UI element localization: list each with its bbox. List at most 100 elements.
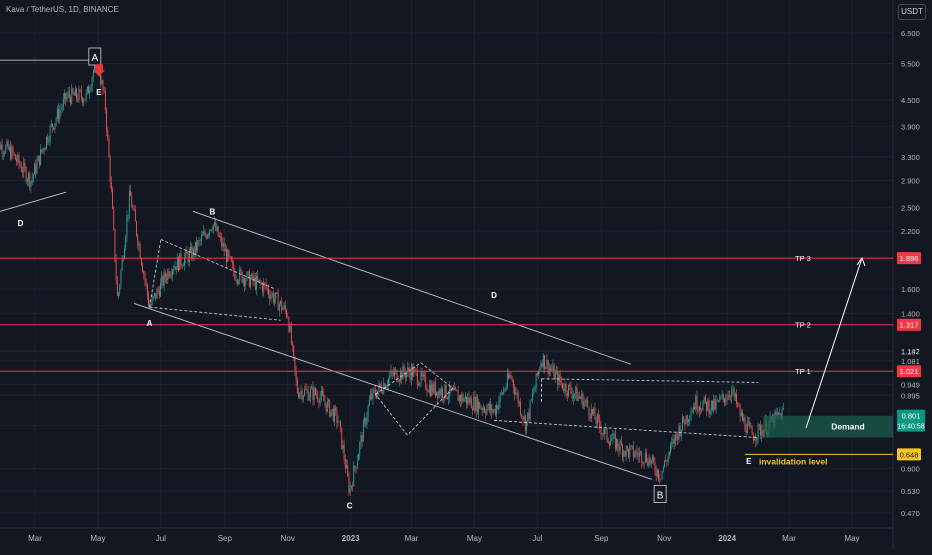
candle-body	[330, 410, 331, 416]
candle-body	[332, 409, 333, 410]
countdown-label: 16:40:58	[897, 424, 924, 431]
candle-body	[630, 446, 631, 447]
candle-body	[656, 471, 657, 476]
candle-body	[576, 387, 577, 401]
candle-body	[141, 258, 142, 264]
candle-body	[675, 434, 676, 444]
candle-body	[178, 257, 179, 270]
candle-body	[262, 284, 263, 292]
candle-body	[746, 430, 747, 434]
candle-body	[190, 247, 191, 251]
candle-body	[173, 270, 174, 271]
candle-body	[312, 387, 313, 400]
candle-body	[354, 466, 355, 468]
candle-body	[246, 273, 247, 281]
candle-body	[521, 414, 522, 417]
candle-body	[33, 174, 34, 177]
candle-body	[168, 271, 169, 277]
candle-body	[552, 365, 553, 370]
candle-body	[755, 439, 756, 441]
candle-body	[514, 388, 515, 395]
currency-button[interactable]: USDT	[898, 4, 926, 20]
candle-body	[507, 374, 508, 386]
candle-body	[3, 153, 4, 154]
candle-body	[546, 360, 547, 367]
candle-body	[165, 273, 166, 279]
candle-body	[202, 235, 203, 236]
candle-body	[404, 366, 405, 373]
candle-body	[687, 416, 688, 422]
candle-body	[177, 257, 178, 270]
candle-body	[705, 397, 706, 402]
candle-body	[81, 91, 82, 98]
candle-body	[496, 405, 497, 414]
candle-body	[744, 418, 745, 430]
candle-body	[24, 163, 25, 168]
candle-body	[83, 100, 84, 103]
target-label: TP 2	[795, 321, 811, 330]
candle-body	[388, 378, 389, 385]
candle-body	[58, 109, 59, 120]
candle-body	[210, 230, 211, 231]
candle-body	[180, 253, 181, 265]
candle-body	[370, 394, 371, 400]
candle-body	[126, 216, 127, 236]
candle-body	[62, 107, 63, 109]
candle-body	[616, 439, 617, 449]
candle-body	[65, 93, 66, 99]
candle-body	[527, 413, 528, 422]
candle-body	[459, 396, 460, 401]
candle-body	[704, 397, 705, 403]
candle-body	[339, 421, 340, 422]
candle-body	[585, 401, 586, 402]
candle-body	[122, 258, 123, 270]
candle-body	[750, 426, 751, 427]
candle-body	[233, 264, 234, 273]
candle-body	[622, 445, 623, 456]
candle-body	[219, 236, 220, 237]
candle-body	[738, 405, 739, 406]
candle-body	[336, 410, 337, 422]
candle-body	[216, 227, 217, 231]
candle-body	[430, 385, 431, 396]
candle-body	[742, 413, 743, 421]
candle-body	[86, 92, 87, 99]
candle-body	[620, 441, 621, 450]
candle-body	[71, 88, 72, 103]
candle-body	[587, 400, 588, 407]
candle-body	[672, 439, 673, 442]
candle-body	[426, 389, 427, 391]
demand-label: Demand	[831, 422, 865, 432]
candle-body	[191, 247, 192, 259]
candle-body	[206, 235, 207, 239]
candle-body	[669, 452, 670, 455]
candle-body	[423, 375, 424, 377]
candle-body	[255, 278, 256, 290]
candle-body	[329, 400, 330, 416]
candle-body	[226, 249, 227, 262]
candle-body	[119, 285, 120, 293]
candle-body	[413, 369, 414, 377]
y-tick-label: 0.530	[901, 487, 920, 496]
candle-body	[629, 447, 630, 457]
x-tick-label: Jul	[156, 534, 166, 543]
candle-body	[213, 225, 214, 230]
candle-body	[144, 274, 145, 280]
candle-body	[436, 392, 437, 396]
candle-body	[183, 266, 184, 267]
candle-body	[317, 395, 318, 400]
candle-body	[759, 424, 760, 425]
candle-body	[522, 417, 523, 420]
candle-body	[676, 434, 677, 435]
candle-body	[250, 279, 251, 287]
candle-body	[693, 407, 694, 412]
candle-body	[274, 299, 275, 303]
candle-body	[344, 445, 345, 459]
candle-body	[482, 408, 483, 410]
candle-body	[124, 248, 125, 258]
candle-body	[231, 257, 232, 262]
candle-body	[303, 396, 304, 400]
candle-body	[140, 244, 141, 258]
